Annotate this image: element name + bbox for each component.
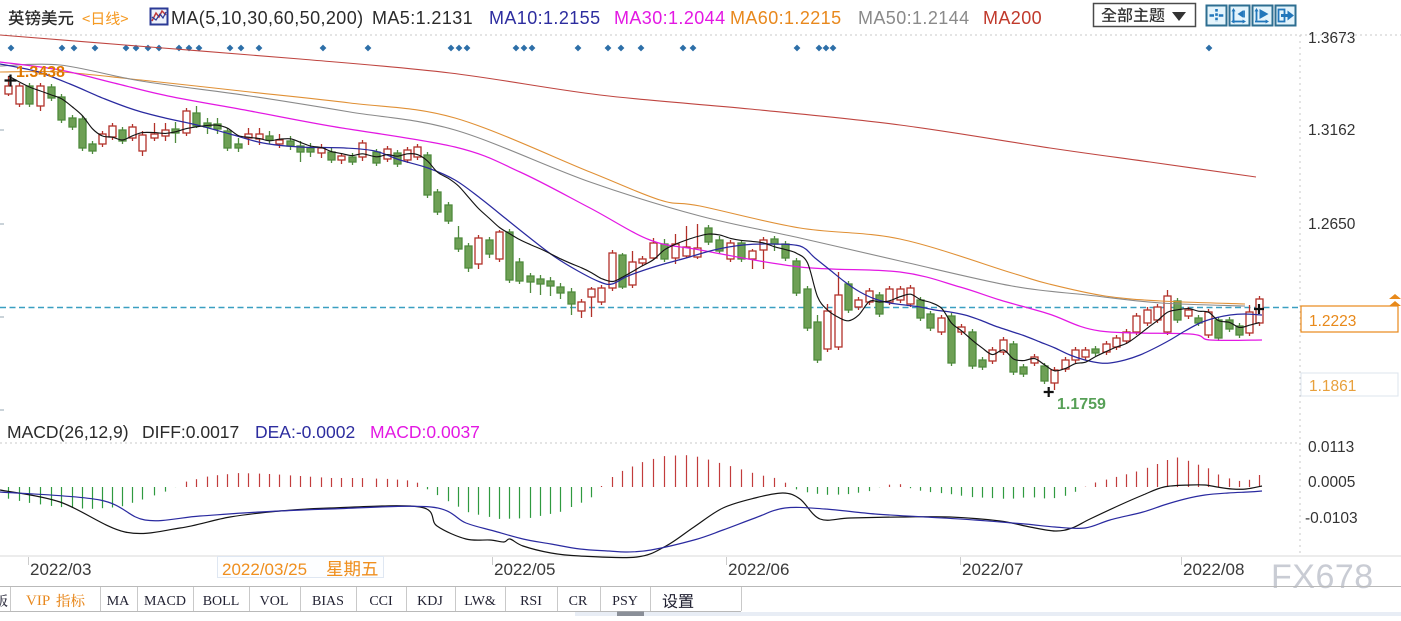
svg-text:DEA:-0.0002: DEA:-0.0002: [255, 422, 355, 442]
svg-text:VIP: VIP: [26, 593, 50, 609]
svg-text:2022/03/25: 2022/03/25: [222, 560, 307, 579]
svg-text:2022/05: 2022/05: [494, 560, 555, 579]
svg-text:2022/07: 2022/07: [962, 560, 1023, 579]
svg-text:MA10:1.2155: MA10:1.2155: [489, 8, 600, 28]
svg-text:LW&: LW&: [464, 594, 496, 609]
svg-text:0.0005: 0.0005: [1308, 474, 1355, 491]
svg-text:RSI: RSI: [520, 594, 542, 609]
svg-text:1.2223: 1.2223: [1309, 313, 1356, 330]
svg-text:MA30:1.2044: MA30:1.2044: [614, 8, 725, 28]
svg-text:2022/06: 2022/06: [728, 560, 789, 579]
svg-text:KDJ: KDJ: [417, 594, 443, 609]
svg-text:CCI: CCI: [369, 594, 393, 609]
svg-text:0.0113: 0.0113: [1308, 439, 1354, 456]
svg-text:MACD: MACD: [144, 594, 186, 609]
svg-text:VOL: VOL: [260, 594, 289, 609]
svg-text:1.1861: 1.1861: [1309, 378, 1356, 395]
svg-text:BIAS: BIAS: [312, 594, 344, 609]
svg-text:MA200: MA200: [983, 8, 1042, 28]
svg-text:MA50:1.2144: MA50:1.2144: [858, 8, 969, 28]
svg-text:DIFF:0.0017: DIFF:0.0017: [142, 422, 239, 442]
svg-text:2022/03: 2022/03: [30, 560, 91, 579]
svg-text:MACD(26,12,9): MACD(26,12,9): [7, 422, 129, 442]
svg-text:MA: MA: [107, 594, 130, 609]
svg-text:MACD:0.0037: MACD:0.0037: [370, 422, 480, 442]
svg-text:MA5:1.2131: MA5:1.2131: [372, 8, 473, 28]
svg-text:1.3162: 1.3162: [1308, 122, 1355, 139]
svg-text:MA60:1.2215: MA60:1.2215: [730, 8, 841, 28]
svg-text:MA(5,10,30,60,50,200): MA(5,10,30,60,50,200): [171, 8, 364, 28]
svg-text:BOLL: BOLL: [203, 594, 240, 609]
svg-text:1.3438: 1.3438: [16, 64, 65, 81]
svg-text:CR: CR: [569, 594, 588, 609]
svg-text:1.1759: 1.1759: [1057, 396, 1106, 413]
svg-text:PSY: PSY: [612, 594, 638, 609]
svg-text:-0.0103: -0.0103: [1305, 510, 1358, 527]
svg-text:1.3673: 1.3673: [1308, 30, 1355, 47]
svg-text:2022/08: 2022/08: [1183, 560, 1244, 579]
svg-text:FX678: FX678: [1271, 558, 1374, 596]
svg-text:1.2650: 1.2650: [1308, 216, 1356, 233]
